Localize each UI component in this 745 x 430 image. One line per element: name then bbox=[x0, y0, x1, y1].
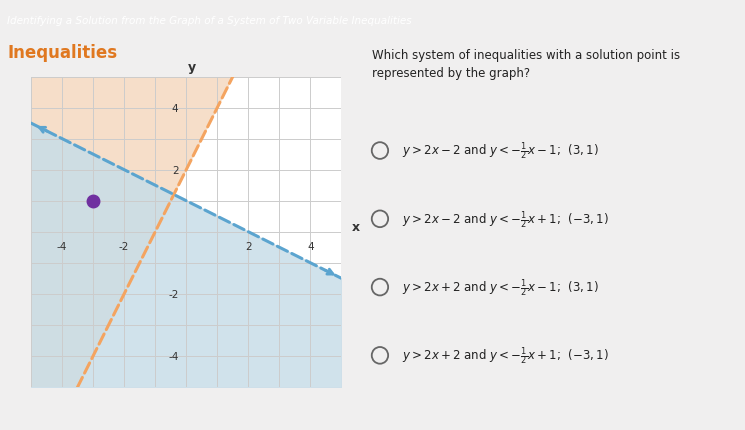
Text: 4: 4 bbox=[307, 242, 314, 252]
Text: -2: -2 bbox=[168, 289, 179, 299]
Text: y: y bbox=[188, 61, 196, 74]
Text: 2: 2 bbox=[172, 165, 179, 175]
Text: $y > 2x - 2$ and $y < -\frac{1}{2}x + 1$;  $(-3, 1)$: $y > 2x - 2$ and $y < -\frac{1}{2}x + 1$… bbox=[402, 209, 609, 230]
Text: $y > 2x + 2$ and $y < -\frac{1}{2}x - 1$;  $(3, 1)$: $y > 2x + 2$ and $y < -\frac{1}{2}x - 1$… bbox=[402, 276, 599, 298]
Text: 2: 2 bbox=[245, 242, 252, 252]
Text: -2: -2 bbox=[119, 242, 130, 252]
Text: Inequalities: Inequalities bbox=[7, 44, 117, 62]
Text: $y > 2x + 2$ and $y < -\frac{1}{2}x + 1$;  $(-3, 1)$: $y > 2x + 2$ and $y < -\frac{1}{2}x + 1$… bbox=[402, 345, 609, 366]
Text: 4: 4 bbox=[172, 103, 179, 114]
Text: Which system of inequalities with a solution point is
represented by the graph?: Which system of inequalities with a solu… bbox=[372, 49, 681, 80]
Text: -4: -4 bbox=[57, 242, 67, 252]
Text: Identifying a Solution from the Graph of a System of Two Variable Inequalities: Identifying a Solution from the Graph of… bbox=[7, 16, 412, 26]
Text: x: x bbox=[352, 220, 361, 233]
Text: -4: -4 bbox=[168, 351, 179, 361]
Text: $y > 2x - 2$ and $y < -\frac{1}{2}x - 1$;  $(3, 1)$: $y > 2x - 2$ and $y < -\frac{1}{2}x - 1$… bbox=[402, 140, 599, 162]
